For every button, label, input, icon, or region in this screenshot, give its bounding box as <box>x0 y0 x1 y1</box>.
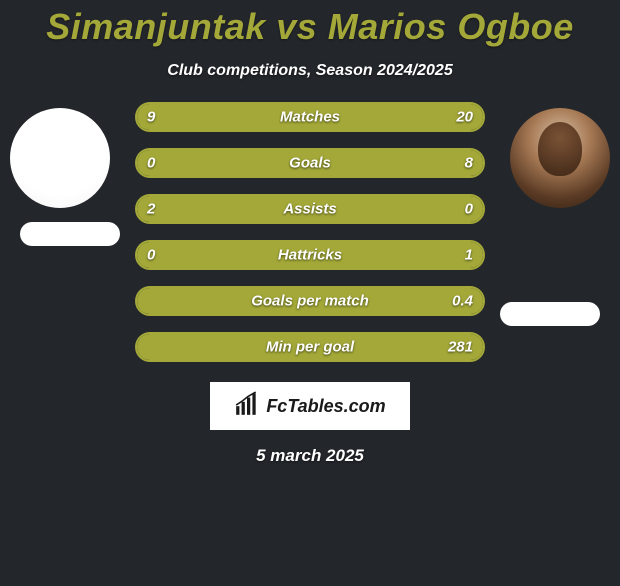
stat-value-right: 0.4 <box>452 293 473 310</box>
stat-value-right: 8 <box>465 155 473 172</box>
player-right-avatar <box>510 108 610 208</box>
stat-label: Hattricks <box>278 247 342 264</box>
stat-label: Matches <box>280 109 340 126</box>
stat-bar: 0 8 Goals <box>135 148 485 178</box>
brand-badge: FcTables.com <box>210 382 410 430</box>
stat-value-right: 281 <box>448 339 473 356</box>
stat-value-left: 9 <box>147 109 155 126</box>
stat-bar: 281 Min per goal <box>135 332 485 362</box>
brand-text: FcTables.com <box>266 396 385 417</box>
stat-bar: 2 0 Assists <box>135 194 485 224</box>
stat-bar: 9 20 Matches <box>135 102 485 132</box>
stat-value-left: 2 <box>147 201 155 218</box>
player-left-team-pill <box>20 222 120 246</box>
stat-label: Assists <box>283 201 336 218</box>
stat-value-right: 20 <box>456 109 473 126</box>
page-title: Simanjuntak vs Marios Ogboe <box>0 6 620 48</box>
comparison-stage: 920Matches08Goals20Assists01Hattricks0.4… <box>0 102 620 362</box>
player-right-team-pill <box>500 302 600 326</box>
date-label: 5 march 2025 <box>0 446 620 466</box>
subtitle: Club competitions, Season 2024/2025 <box>0 62 620 80</box>
stat-label: Goals per match <box>251 293 369 310</box>
brand-chart-icon <box>234 391 260 422</box>
stat-label: Min per goal <box>266 339 354 356</box>
stat-bar: 0 1 Hattricks <box>135 240 485 270</box>
stat-value-right: 0 <box>465 201 473 218</box>
stat-bar: 0.4 Goals per match <box>135 286 485 316</box>
stat-value-right: 1 <box>465 247 473 264</box>
stat-label: Goals <box>289 155 331 172</box>
player-left-avatar <box>10 108 110 208</box>
stat-value-left: 0 <box>147 155 155 172</box>
stat-value-left: 0 <box>147 247 155 264</box>
stat-bars: 920Matches08Goals20Assists01Hattricks0.4… <box>135 102 485 362</box>
